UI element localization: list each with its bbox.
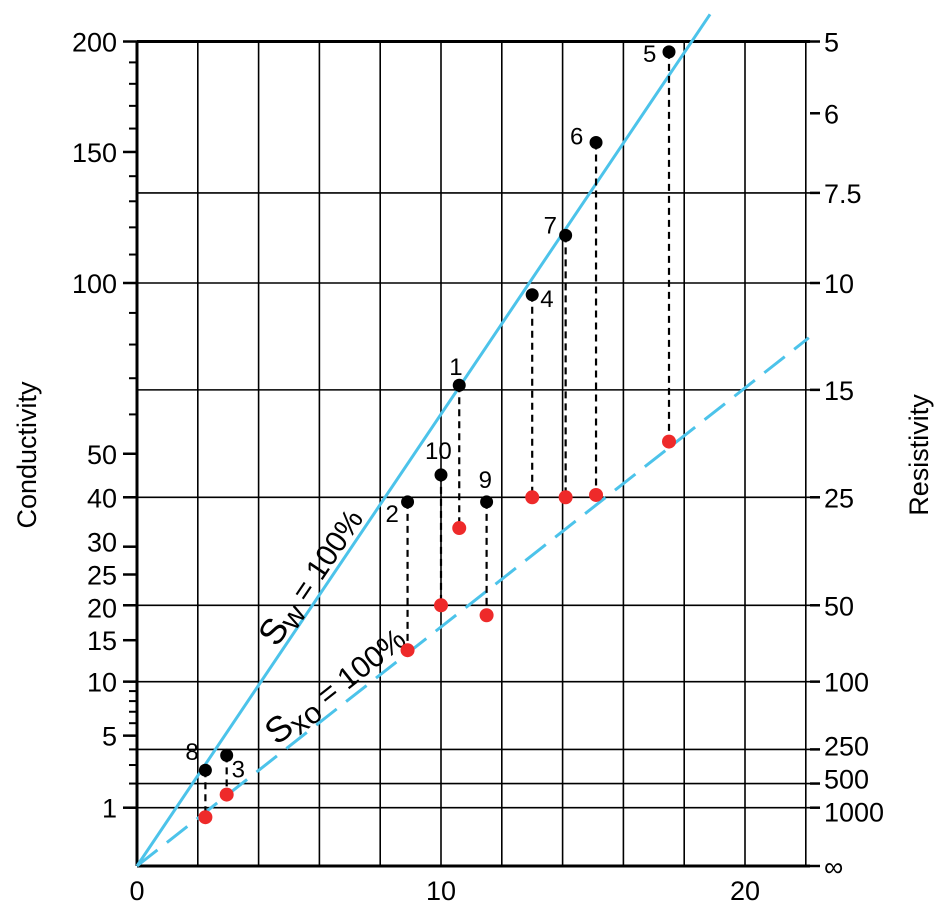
y2-tick-label: 50 <box>824 591 854 621</box>
y2-tick-label: 100 <box>824 668 869 698</box>
y2-tick-label: 7.5 <box>824 179 862 209</box>
y2-tick-label: 500 <box>824 765 869 795</box>
red-point <box>589 487 604 502</box>
sw-line-label: Sw = 100% <box>249 500 375 656</box>
black-point <box>220 748 234 762</box>
y-tick-label: 100 <box>72 269 117 299</box>
y2-tick-label: 5 <box>824 28 839 58</box>
point-label: 2 <box>386 501 399 528</box>
red-point <box>525 490 540 505</box>
point-label: 7 <box>544 212 557 239</box>
point-label: 3 <box>232 756 245 783</box>
red-point <box>434 598 448 613</box>
y2-tick-label: 25 <box>824 483 854 513</box>
point-label: 5 <box>643 41 656 68</box>
x-tick-label: 0 <box>129 876 144 906</box>
ticks: 2001501005040302520151051567.51015255010… <box>72 28 884 906</box>
x-tick-label: 10 <box>426 876 456 906</box>
grid <box>135 40 810 868</box>
saturation-lines: Sw = 100%Sxo = 100% <box>135 13 810 868</box>
red-point <box>662 434 676 449</box>
black-point <box>662 45 676 59</box>
red-point <box>400 643 415 658</box>
y-tick-label: 40 <box>87 483 117 513</box>
red-point <box>219 787 234 802</box>
y2-tick-label: ∞ <box>824 852 843 882</box>
y2-tick-label: 250 <box>824 731 869 761</box>
y-tick-label: 150 <box>72 138 117 168</box>
y2-tick-label: 15 <box>824 376 854 406</box>
x-tick-label: 20 <box>730 876 760 906</box>
y-tick-label: 30 <box>87 528 117 558</box>
point-label: 6 <box>570 124 583 151</box>
y-tick-label: 15 <box>87 626 117 656</box>
black-point <box>452 378 466 392</box>
y-tick-label: 10 <box>87 668 117 698</box>
black-point <box>198 763 212 777</box>
point-label: 8 <box>185 739 198 766</box>
drop-lines <box>204 51 671 818</box>
point-label: 10 <box>425 438 452 465</box>
y2-axis-title: Resistivity <box>904 394 934 516</box>
black-point <box>589 136 603 150</box>
black-point <box>434 468 448 482</box>
point-label: 9 <box>479 467 492 494</box>
y-tick-label: 25 <box>87 561 117 591</box>
y-tick-label: 50 <box>87 440 117 470</box>
black-point <box>559 228 573 242</box>
y2-tick-label: 10 <box>824 269 854 299</box>
red-point <box>452 521 467 536</box>
point-label: 1 <box>449 354 462 381</box>
y-tick-label: 5 <box>102 722 117 752</box>
red-point <box>479 608 494 623</box>
y-tick-label: 20 <box>87 593 117 623</box>
y-tick-label: 1 <box>102 794 117 824</box>
y-axis-title: Conductivity <box>12 381 42 529</box>
black-point <box>480 495 494 509</box>
black-point <box>401 495 415 509</box>
red-point <box>558 490 573 505</box>
points: 1 2 3 4 5 6 7 8 9 10 <box>185 41 676 825</box>
sw-100-line <box>135 13 712 867</box>
y-tick-label: 200 <box>72 28 117 58</box>
black-point <box>525 288 539 302</box>
red-point <box>198 810 213 825</box>
y2-tick-label: 6 <box>824 99 839 129</box>
sxo-100-line <box>136 336 810 868</box>
y2-tick-label: 1000 <box>824 798 884 828</box>
point-label: 4 <box>540 286 553 313</box>
